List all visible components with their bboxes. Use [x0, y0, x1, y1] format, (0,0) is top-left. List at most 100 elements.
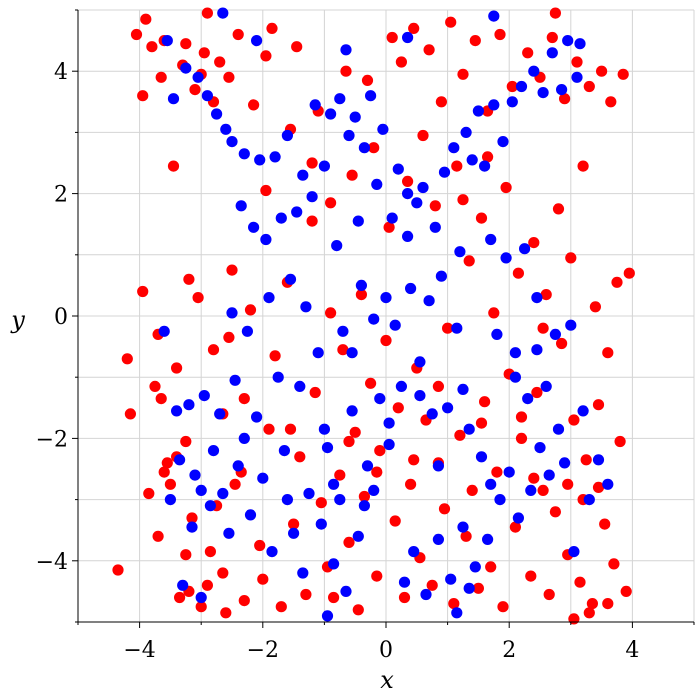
data-point — [602, 347, 614, 359]
data-point — [355, 279, 367, 291]
data-point — [352, 604, 364, 616]
data-point — [371, 466, 383, 478]
data-point — [417, 129, 429, 142]
data-point — [509, 347, 521, 359]
data-point — [121, 353, 133, 365]
data-point — [479, 160, 491, 172]
data-point — [248, 99, 260, 111]
data-point — [500, 252, 512, 264]
data-point — [331, 240, 343, 252]
data-point — [340, 585, 352, 598]
data-point — [432, 533, 444, 546]
y-axis-title: y — [10, 306, 25, 334]
data-point — [349, 426, 361, 438]
data-point — [463, 255, 475, 267]
data-point — [368, 484, 380, 496]
data-point — [506, 96, 518, 108]
data-point — [312, 347, 324, 359]
data-point — [562, 478, 574, 490]
data-point — [583, 607, 595, 619]
data-point — [263, 423, 275, 435]
data-point — [288, 518, 300, 530]
data-point — [417, 181, 429, 194]
tick-marks — [72, 9, 695, 628]
data-point — [389, 515, 401, 527]
data-point — [297, 567, 309, 579]
data-point — [552, 203, 565, 215]
data-point — [161, 457, 173, 469]
data-point — [254, 539, 266, 552]
data-point — [315, 497, 327, 509]
data-point — [556, 337, 568, 350]
data-point — [183, 273, 195, 285]
data-point — [414, 356, 426, 368]
data-point — [571, 71, 583, 83]
x-tick-label: −4 — [123, 638, 155, 663]
x-tick-label: 4 — [625, 638, 639, 663]
data-point — [454, 429, 466, 441]
data-point — [556, 84, 568, 96]
data-point — [580, 454, 592, 466]
data-point — [288, 527, 300, 539]
data-point — [577, 405, 589, 417]
data-point — [318, 160, 330, 172]
data-point — [537, 322, 549, 334]
data-point — [207, 344, 220, 356]
data-point — [402, 31, 414, 44]
data-point — [325, 108, 337, 120]
data-point — [568, 546, 580, 558]
data-point — [497, 136, 509, 148]
data-point — [195, 591, 207, 604]
data-point — [546, 31, 558, 44]
data-point — [482, 533, 494, 546]
data-point — [371, 570, 383, 582]
data-point — [235, 200, 247, 212]
data-point — [257, 472, 269, 484]
data-point — [300, 301, 312, 313]
data-point — [124, 408, 136, 420]
data-point — [361, 74, 374, 86]
data-point — [512, 267, 525, 279]
data-point — [543, 469, 555, 481]
data-point — [306, 191, 318, 203]
data-point — [229, 374, 241, 386]
data-point — [257, 573, 269, 585]
data-point — [398, 576, 411, 588]
data-point — [506, 80, 518, 93]
data-point — [223, 331, 235, 343]
data-point — [451, 160, 463, 172]
data-point — [408, 22, 420, 34]
data-point — [352, 215, 364, 227]
data-point — [491, 466, 503, 478]
data-point — [278, 445, 290, 457]
data-point — [226, 264, 238, 276]
data-point — [226, 136, 238, 148]
data-point — [112, 564, 124, 576]
data-point — [608, 558, 620, 570]
data-point — [592, 454, 605, 466]
data-point — [334, 469, 346, 481]
data-point — [152, 530, 164, 542]
data-point — [220, 607, 232, 619]
data-point — [180, 38, 192, 50]
data-point — [180, 62, 192, 74]
data-point — [309, 99, 321, 111]
data-point — [460, 530, 472, 542]
data-point — [515, 80, 528, 93]
data-point — [275, 601, 287, 613]
data-point — [155, 71, 167, 83]
y-tick-label: 2 — [54, 183, 68, 208]
data-point — [238, 148, 250, 160]
data-point — [442, 402, 454, 414]
data-point — [552, 423, 565, 435]
data-point — [167, 160, 180, 172]
data-point — [207, 445, 220, 457]
data-point — [309, 386, 321, 399]
data-point — [171, 362, 183, 374]
data-point — [408, 454, 420, 466]
data-point — [457, 383, 469, 395]
data-point — [306, 157, 318, 169]
data-point — [214, 408, 226, 420]
data-point — [164, 494, 176, 506]
data-point — [395, 380, 407, 392]
